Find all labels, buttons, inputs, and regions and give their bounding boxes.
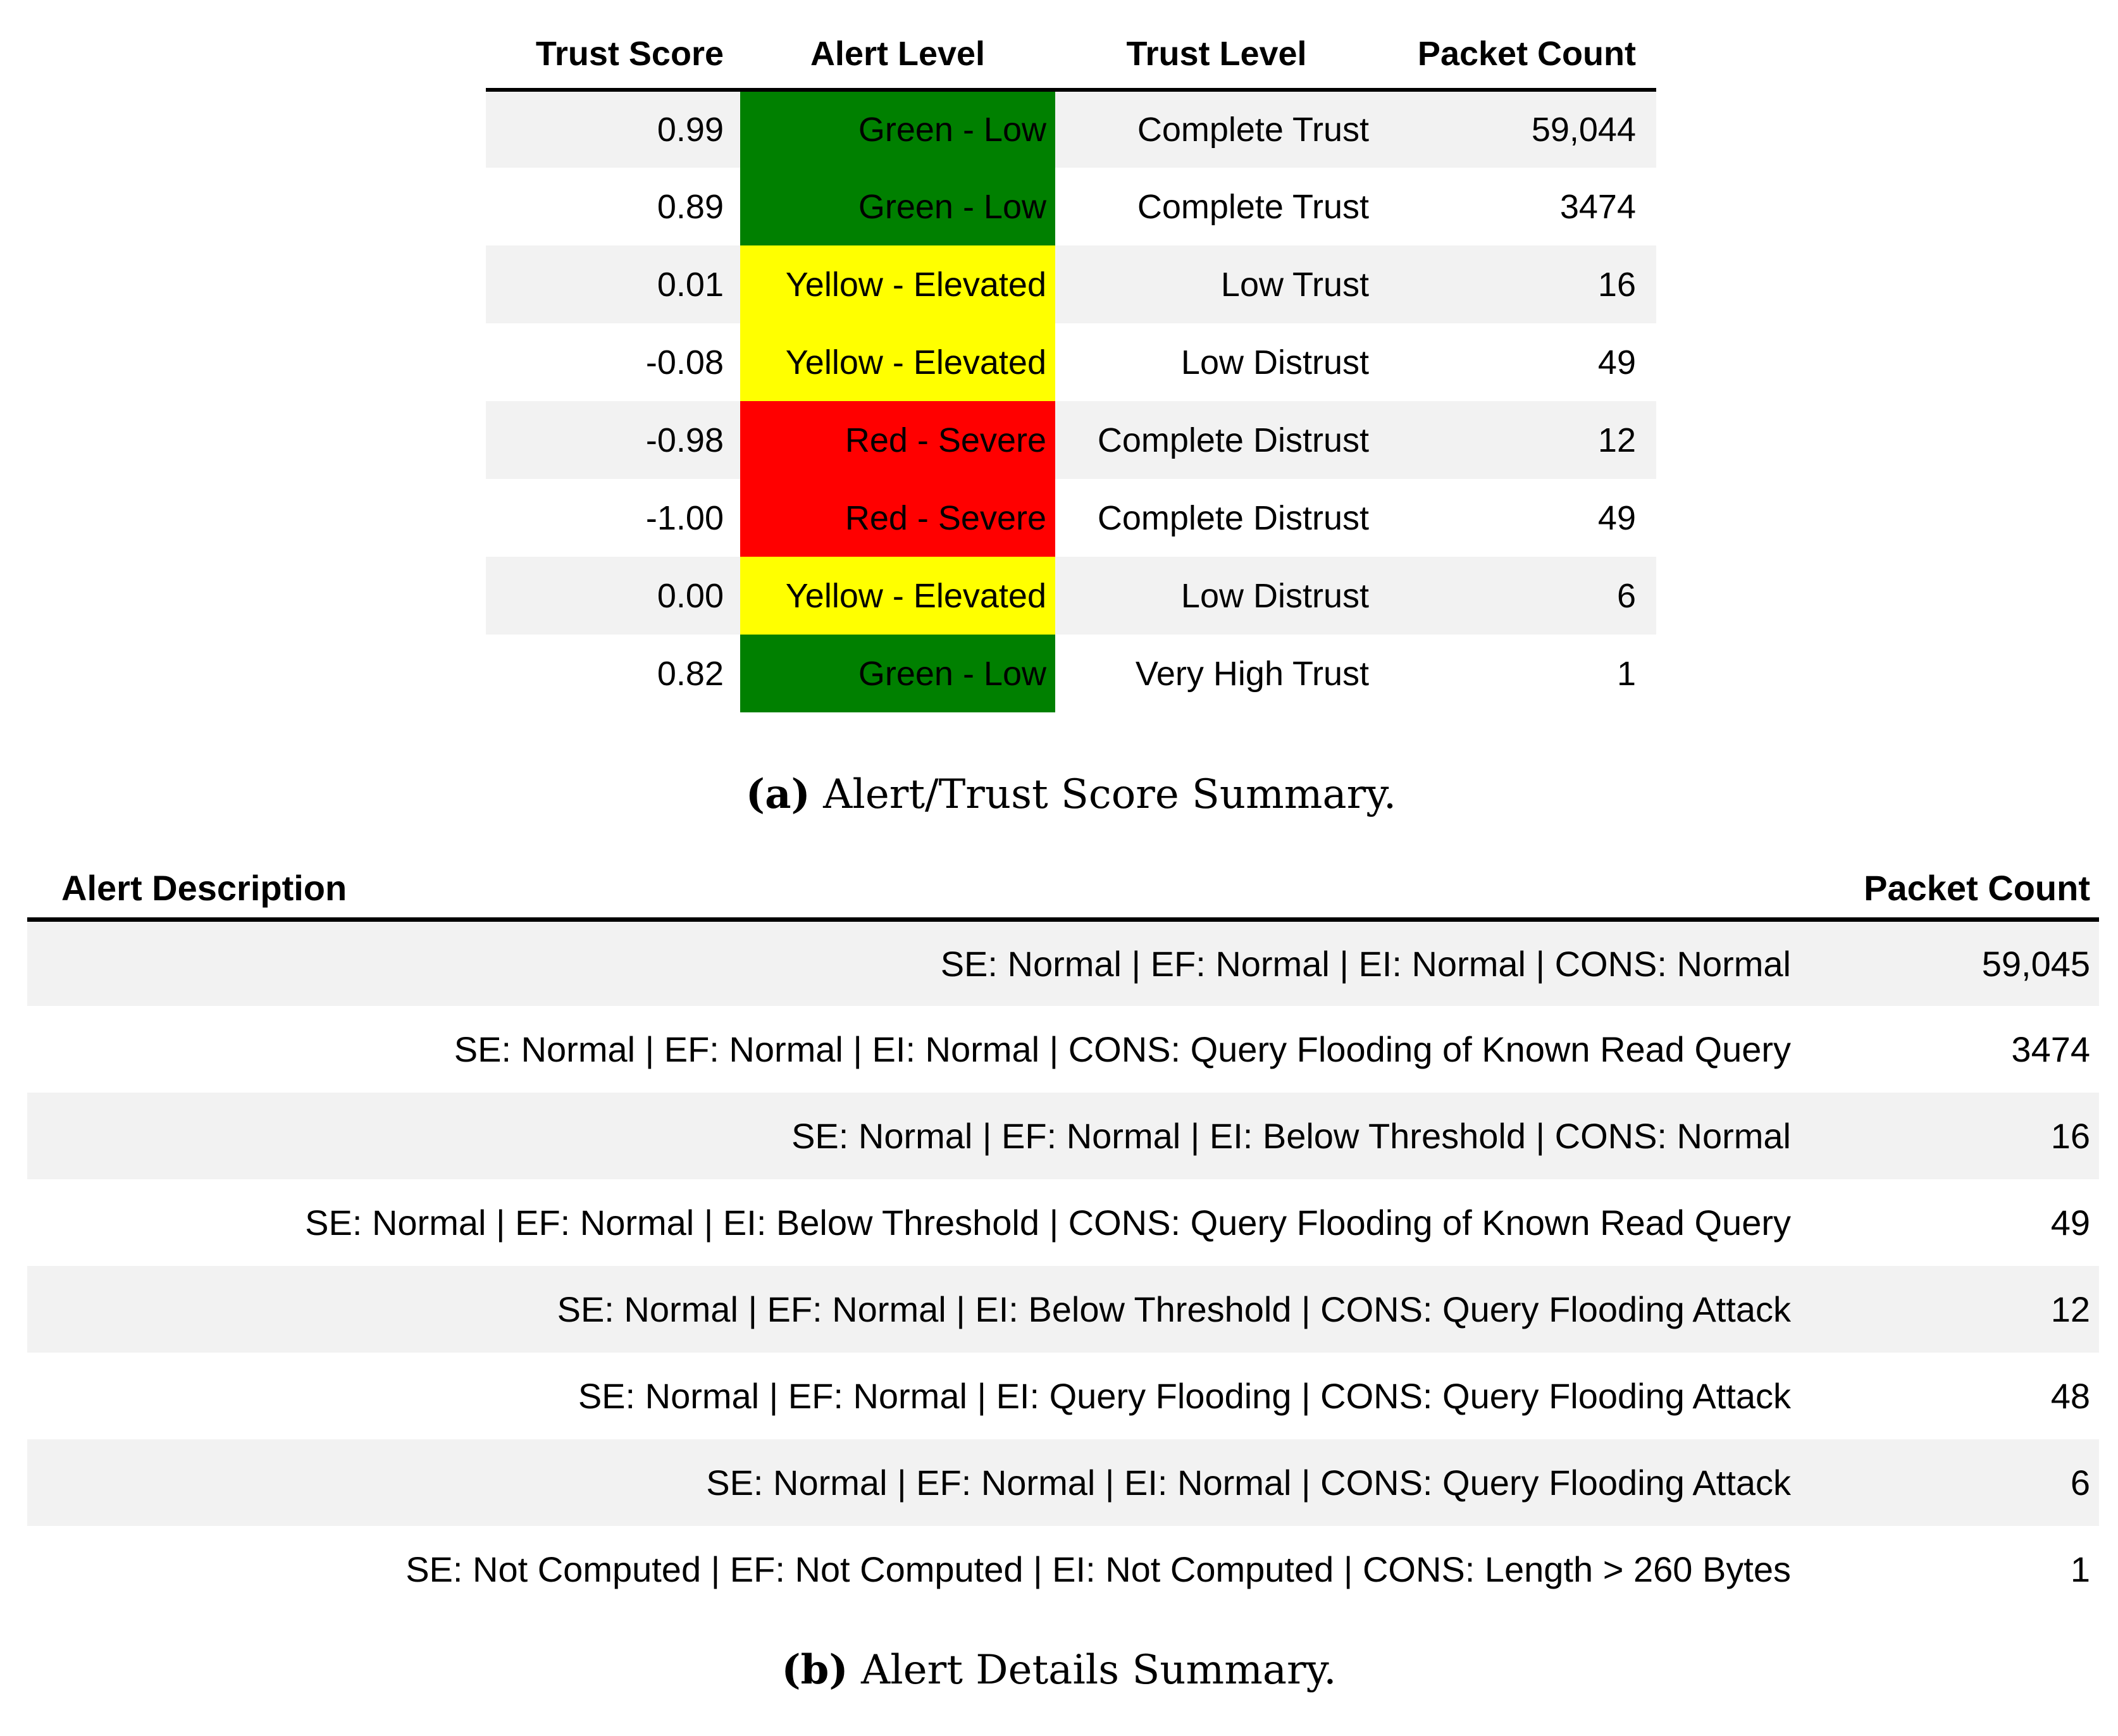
table-row: SE: Normal | EF: Normal | EI: Query Floo… xyxy=(27,1353,2099,1439)
trust-level-cell: Very High Trust xyxy=(1135,654,1369,693)
alert-level-cell: Green - Low xyxy=(740,90,1055,168)
alert-level-cell: Red - Severe xyxy=(740,401,1055,479)
trust-score-cell: 0.01 xyxy=(486,245,740,323)
column-header-alert-level: Alert Level xyxy=(740,19,1055,92)
trust-score-cell: 0.00 xyxy=(486,557,740,635)
trust-score-cell: 0.99 xyxy=(486,90,740,168)
caption-b-label: (b) xyxy=(781,1646,848,1694)
header-row: Alert Description Packet Count xyxy=(27,859,2099,922)
trust-level-cell: Complete Trust xyxy=(1137,187,1369,226)
column-header-trust-level: Trust Level xyxy=(1055,19,1378,92)
trust-level-cell: Complete Distrust xyxy=(1055,401,1378,479)
packet-count-cell: 59,045 xyxy=(1799,919,2099,1006)
trust-level-cell: Complete Trust xyxy=(1055,90,1378,168)
caption-a-text: Alert/Trust Score Summary. xyxy=(810,771,1397,818)
column-header-alert-description: Alert Description xyxy=(27,859,1799,922)
packet-count-cell: 49 xyxy=(2050,1203,2090,1243)
packet-count-cell: 48 xyxy=(2050,1376,2090,1416)
table-row: SE: Normal | EF: Normal | EI: Normal | C… xyxy=(27,919,2099,1006)
table-row: 0.82 Green - Low Very High Trust 1 xyxy=(486,635,1656,712)
trust-level-cell: Low Distrust xyxy=(1180,343,1369,381)
table-row: SE: Normal | EF: Normal | EI: Normal | C… xyxy=(27,1006,2099,1093)
alert-level-cell: Yellow - Elevated xyxy=(740,323,1055,401)
alert-description-cell: SE: Normal | EF: Normal | EI: Below Thre… xyxy=(27,1266,1799,1353)
table-row: 0.89 Green - Low Complete Trust 3474 xyxy=(486,168,1656,245)
packet-count-cell: 1 xyxy=(2070,1549,2090,1589)
packet-count-cell: 3474 xyxy=(2011,1029,2090,1069)
table-row: 0.00 Yellow - Elevated Low Distrust 6 xyxy=(486,557,1656,635)
table-row: SE: Normal | EF: Normal | EI: Below Thre… xyxy=(27,1266,2099,1353)
packet-count-cell: 6 xyxy=(1799,1439,2099,1526)
packet-count-cell: 3474 xyxy=(1559,187,1636,226)
alert-description-cell: SE: Normal | EF: Normal | EI: Below Thre… xyxy=(305,1203,1791,1243)
trust-score-cell: 0.89 xyxy=(657,187,724,226)
alert-level-cell: Green - Low xyxy=(740,168,1055,245)
trust-score-cell: -1.00 xyxy=(645,499,724,537)
packet-count-cell: 49 xyxy=(1597,343,1636,381)
table-row: -0.98 Red - Severe Complete Distrust 12 xyxy=(486,401,1656,479)
packet-count-cell: 12 xyxy=(1799,1266,2099,1353)
trust-score-table-header: Trust Score Alert Level Trust Level Pack… xyxy=(486,19,1656,92)
table-row: SE: Not Computed | EF: Not Computed | EI… xyxy=(27,1526,2099,1613)
alert-level-cell: Red - Severe xyxy=(740,479,1055,557)
header-row: Trust Score Alert Level Trust Level Pack… xyxy=(486,19,1656,92)
alert-description-cell: SE: Normal | EF: Normal | EI: Query Floo… xyxy=(578,1376,1791,1416)
alert-level-cell: Yellow - Elevated xyxy=(740,557,1055,635)
trust-score-cell: -0.08 xyxy=(645,343,724,381)
packet-count-cell: 16 xyxy=(1799,1093,2099,1179)
table-row: 0.01 Yellow - Elevated Low Trust 16 xyxy=(486,245,1656,323)
alert-details-table: Alert Description Packet Count SE: Norma… xyxy=(27,859,2099,1613)
alert-details-summary-table-wrap: Alert Description Packet Count SE: Norma… xyxy=(27,859,2099,1613)
trust-score-table: Trust Score Alert Level Trust Level Pack… xyxy=(486,19,1656,712)
alert-level-cell: Green - Low xyxy=(740,635,1055,712)
caption-a-label: (a) xyxy=(745,771,810,818)
trust-level-cell: Low Trust xyxy=(1055,245,1378,323)
column-header-packet-count: Packet Count xyxy=(1378,19,1656,92)
table-row: -0.08 Yellow - Elevated Low Distrust 49 xyxy=(486,323,1656,401)
caption-b-text: Alert Details Summary. xyxy=(848,1647,1337,1694)
alert-details-table-body: SE: Normal | EF: Normal | EI: Normal | C… xyxy=(27,919,2099,1613)
caption-a: (a) Alert/Trust Score Summary. xyxy=(486,771,1656,818)
trust-score-cell: -0.98 xyxy=(486,401,740,479)
table-row: 0.99 Green - Low Complete Trust 59,044 xyxy=(486,90,1656,168)
alert-description-cell: SE: Normal | EF: Normal | EI: Normal | C… xyxy=(27,919,1799,1006)
alert-description-cell: SE: Normal | EF: Normal | EI: Below Thre… xyxy=(27,1093,1799,1179)
table-row: SE: Normal | EF: Normal | EI: Normal | C… xyxy=(27,1439,2099,1526)
trust-score-summary-table-wrap: Trust Score Alert Level Trust Level Pack… xyxy=(486,19,1656,712)
alert-description-cell: SE: Normal | EF: Normal | EI: Normal | C… xyxy=(27,1439,1799,1526)
table-row: -1.00 Red - Severe Complete Distrust 49 xyxy=(486,479,1656,557)
trust-level-cell: Low Distrust xyxy=(1055,557,1378,635)
packet-count-cell: 16 xyxy=(1378,245,1656,323)
alert-description-cell: SE: Normal | EF: Normal | EI: Normal | C… xyxy=(454,1029,1791,1069)
packet-count-cell: 12 xyxy=(1378,401,1656,479)
alert-details-table-header: Alert Description Packet Count xyxy=(27,859,2099,922)
alert-description-cell: SE: Not Computed | EF: Not Computed | EI… xyxy=(406,1549,1791,1589)
caption-b: (b) Alert Details Summary. xyxy=(0,1646,2118,1694)
trust-score-cell: 0.82 xyxy=(657,654,724,693)
table-row: SE: Normal | EF: Normal | EI: Below Thre… xyxy=(27,1179,2099,1266)
table-row: SE: Normal | EF: Normal | EI: Below Thre… xyxy=(27,1093,2099,1179)
packet-count-cell: 49 xyxy=(1597,499,1636,537)
alert-level-cell: Yellow - Elevated xyxy=(740,245,1055,323)
trust-score-table-body: 0.99 Green - Low Complete Trust 59,044 0.89 G… xyxy=(486,90,1656,712)
packet-count-cell: 1 xyxy=(1616,654,1636,693)
packet-count-cell: 59,044 xyxy=(1378,90,1656,168)
column-header-trust-score: Trust Score xyxy=(486,19,740,92)
packet-count-cell: 6 xyxy=(1378,557,1656,635)
trust-level-cell: Complete Distrust xyxy=(1097,499,1369,537)
column-header-packet-count: Packet Count xyxy=(1799,859,2099,922)
